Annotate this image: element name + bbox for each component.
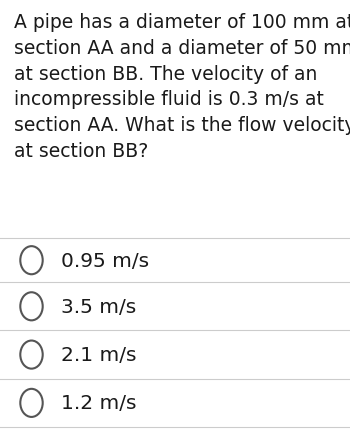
Text: 0.95 m/s: 0.95 m/s: [61, 251, 149, 270]
Text: 3.5 m/s: 3.5 m/s: [61, 297, 136, 316]
Text: A pipe has a diameter of 100 mm at
section AA and a diameter of 50 mm
at section: A pipe has a diameter of 100 mm at secti…: [14, 13, 350, 161]
Text: 1.2 m/s: 1.2 m/s: [61, 393, 137, 413]
Text: 2.1 m/s: 2.1 m/s: [61, 345, 137, 364]
